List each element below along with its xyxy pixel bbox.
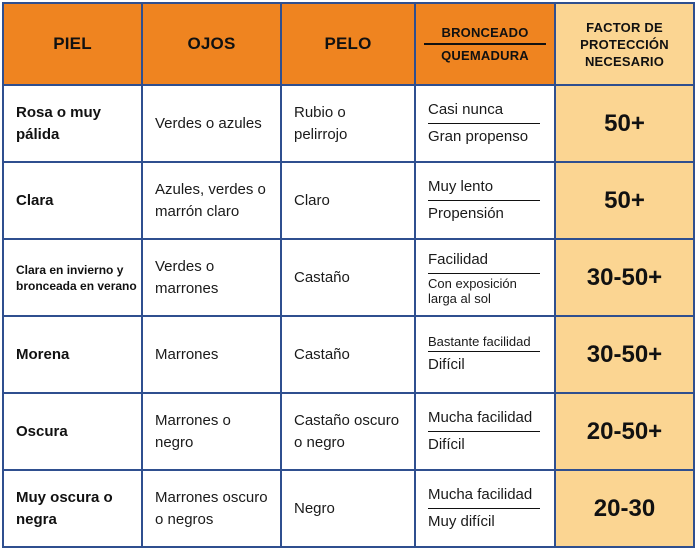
header-quemadura: QUEMADURA <box>441 48 529 63</box>
cell-bronceado: Muy lento <box>428 176 540 201</box>
cell-quemadura: Propensión <box>428 205 504 222</box>
cell-quemadura: Muy difícil <box>428 513 495 530</box>
cell-pelo: Castaño <box>280 238 416 317</box>
cell-bronceado: Casi nunca <box>428 99 540 124</box>
cell-pelo: Negro <box>280 469 416 548</box>
cell-bronceado: Bastante facilidad <box>428 334 540 352</box>
cell-bronceado-quemadura: Mucha facilidad Muy difícil <box>414 469 556 548</box>
header-bronceado-quemadura: BRONCEADO QUEMADURA <box>414 2 556 86</box>
cell-factor: 20-50+ <box>554 392 695 471</box>
table-row: Oscura Marrones o negro Castaño oscuro o… <box>2 392 695 471</box>
cell-bronceado: Facilidad <box>428 249 540 274</box>
header-ojos: OJOS <box>141 2 282 86</box>
cell-factor: 50+ <box>554 161 695 240</box>
table-row: Clara Azules, verdes o marrón claro Clar… <box>2 161 695 240</box>
table-row: Rosa o muy pálida Verdes o azules Rubio … <box>2 84 695 163</box>
cell-bronceado-quemadura: Facilidad Con exposición larga al sol <box>414 238 556 317</box>
table-row: Muy oscura o negra Marrones oscuro o neg… <box>2 469 695 548</box>
cell-bronceado-quemadura: Bastante facilidad Difícil <box>414 315 556 394</box>
header-bronceado: BRONCEADO <box>424 25 546 45</box>
cell-bronceado-quemadura: Muy lento Propensión <box>414 161 556 240</box>
cell-quemadura: Difícil <box>428 436 465 453</box>
cell-bronceado-quemadura: Casi nunca Gran propenso <box>414 84 556 163</box>
cell-piel: Clara <box>2 161 143 240</box>
cell-piel: Muy oscura o negra <box>2 469 143 548</box>
cell-piel: Oscura <box>2 392 143 471</box>
cell-ojos: Verdes o marrones <box>141 238 282 317</box>
table-row: Morena Marrones Castaño Bastante facilid… <box>2 315 695 394</box>
header-piel: PIEL <box>2 2 143 86</box>
cell-factor: 30-50+ <box>554 315 695 394</box>
cell-factor: 50+ <box>554 84 695 163</box>
cell-factor: 30-50+ <box>554 238 695 317</box>
cell-quemadura: Con exposición larga al sol <box>428 276 517 306</box>
cell-ojos: Marrones <box>141 315 282 394</box>
cell-bronceado: Mucha facilidad <box>428 407 540 432</box>
header-factor: FACTOR DE PROTECCIÓN NECESARIO <box>554 2 695 86</box>
cell-quemadura: Difícil <box>428 355 465 373</box>
cell-ojos: Verdes o azules <box>141 84 282 163</box>
cell-pelo: Claro <box>280 161 416 240</box>
table-row: Clara en invierno y bronceada en verano … <box>2 238 695 317</box>
header-pelo: PELO <box>280 2 416 86</box>
cell-pelo: Rubio o pelirrojo <box>280 84 416 163</box>
cell-ojos: Marrones oscuro o negros <box>141 469 282 548</box>
cell-factor: 20-30 <box>554 469 695 548</box>
cell-pelo: Castaño <box>280 315 416 394</box>
cell-ojos: Azules, verdes o marrón claro <box>141 161 282 240</box>
cell-piel: Rosa o muy pálida <box>2 84 143 163</box>
cell-bronceado-quemadura: Mucha facilidad Difícil <box>414 392 556 471</box>
header-row: PIEL OJOS PELO BRONCEADO QUEMADURA FACTO… <box>2 2 695 86</box>
cell-piel: Clara en invierno y bronceada en verano <box>2 238 143 317</box>
cell-ojos: Marrones o negro <box>141 392 282 471</box>
cell-bronceado: Mucha facilidad <box>428 484 540 509</box>
cell-piel: Morena <box>2 315 143 394</box>
cell-pelo: Castaño oscuro o negro <box>280 392 416 471</box>
cell-quemadura: Gran propenso <box>428 128 529 145</box>
